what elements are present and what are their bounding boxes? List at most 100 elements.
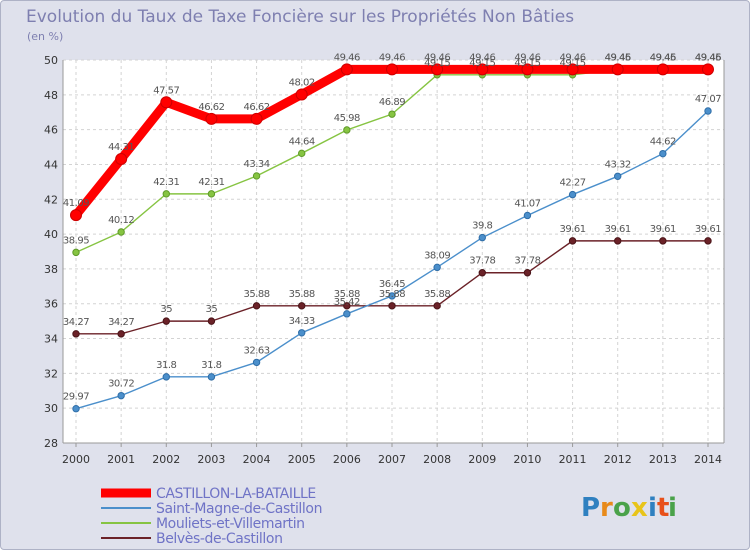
data-label: 42.27 <box>560 178 586 189</box>
data-label: 34.33 <box>289 316 315 327</box>
y-tick-label: 36 <box>44 298 58 311</box>
data-label: 40.12 <box>108 215 134 226</box>
data-label: 47.07 <box>695 94 721 105</box>
data-label: 35.88 <box>289 289 315 300</box>
data-point <box>343 310 351 318</box>
x-tick-label: 2007 <box>378 453 406 466</box>
data-label: 35 <box>160 304 172 315</box>
data-label: 49.46 <box>469 52 495 63</box>
chart-title: Evolution du Taux de Taxe Foncière sur l… <box>26 7 574 27</box>
legend-label: Mouliets-et-Villemartin <box>156 516 305 532</box>
brand-letter: P <box>581 493 600 523</box>
y-tick-label: 48 <box>44 89 58 102</box>
data-point <box>252 172 261 180</box>
data-label: 49.15 <box>424 58 450 69</box>
data-point <box>523 269 532 277</box>
data-point <box>611 63 624 76</box>
data-point <box>656 63 669 76</box>
x-tick-label: 2008 <box>423 453 451 466</box>
legend: CASTILLON-LA-BATAILLESaint-Magne-de-Cast… <box>101 486 322 547</box>
data-label: 48.02 <box>289 77 315 88</box>
data-point <box>433 263 441 272</box>
y-tick-label: 34 <box>44 333 58 346</box>
y-axis-ticks: 28 30 32 34 36 38 40 42 44 46 48 50 <box>44 54 58 450</box>
data-label: 32.63 <box>244 345 270 356</box>
y-tick-label: 42 <box>44 193 58 206</box>
brand-letter: x <box>631 493 648 523</box>
data-point <box>70 209 82 222</box>
data-label: 39.61 <box>695 224 721 235</box>
data-point <box>162 190 170 198</box>
data-point <box>614 237 622 245</box>
data-point <box>431 63 444 76</box>
data-label: 42.31 <box>153 177 179 188</box>
x-tick-label: 2013 <box>649 453 677 466</box>
data-label: 46.62 <box>244 102 270 113</box>
x-tick-label: 2010 <box>513 453 541 466</box>
x-tick-label: 2014 <box>694 453 722 466</box>
data-point <box>566 63 579 76</box>
x-tick-label: 2000 <box>62 453 90 466</box>
data-label: 39.61 <box>560 224 586 235</box>
data-label: 42.31 <box>198 177 224 188</box>
y-axis-unit: (en %) <box>27 30 63 43</box>
data-label: 44.31 <box>108 142 134 153</box>
data-label: 49.45 <box>605 53 631 64</box>
x-tick-label: 2012 <box>604 453 632 466</box>
data-point <box>659 149 667 158</box>
data-label: 36.45 <box>379 279 405 290</box>
legend-label: Belvès-de-Castillon <box>156 531 283 547</box>
data-point <box>162 373 170 381</box>
data-point <box>343 302 351 310</box>
data-label: 37.78 <box>469 256 495 267</box>
data-point <box>205 112 218 125</box>
data-label: 34.27 <box>108 317 134 328</box>
data-point <box>162 317 170 325</box>
data-label: 49.45 <box>650 53 676 64</box>
brand-letter: i <box>648 493 657 523</box>
data-point <box>568 237 577 245</box>
data-point <box>478 269 486 277</box>
data-label: 49.46 <box>560 52 586 63</box>
y-tick-label: 32 <box>44 367 58 380</box>
data-label: 39.8 <box>472 221 492 232</box>
data-point <box>72 330 80 338</box>
data-label: 49.46 <box>650 52 676 63</box>
data-label: 49.46 <box>514 52 540 63</box>
data-label: 38.95 <box>63 235 89 246</box>
data-label: 47.57 <box>153 85 179 96</box>
data-point <box>117 391 125 400</box>
x-tick-label: 2005 <box>288 453 316 466</box>
y-tick-label: 28 <box>44 437 58 450</box>
data-point <box>298 302 306 310</box>
data-label: 35.88 <box>424 289 450 300</box>
data-point <box>160 96 173 109</box>
data-label: 37.78 <box>514 256 540 267</box>
data-point <box>250 112 263 125</box>
data-label: 43.32 <box>605 159 631 170</box>
data-label: 39.61 <box>605 224 631 235</box>
data-label: 44.64 <box>289 136 315 147</box>
data-point <box>388 110 396 118</box>
data-point <box>704 237 712 245</box>
legend-label: Saint-Magne-de-Castillon <box>156 501 322 517</box>
x-tick-label: 2009 <box>468 453 496 466</box>
data-point <box>117 330 125 338</box>
plot-area <box>63 60 724 443</box>
x-tick-label: 2001 <box>107 453 135 466</box>
data-point <box>476 63 489 76</box>
data-label: 31.8 <box>201 360 221 371</box>
brand-letter: r <box>600 493 613 523</box>
data-label: 41.07 <box>514 198 540 209</box>
data-point <box>659 237 667 245</box>
data-label: 35.88 <box>244 289 270 300</box>
brand-letter: t <box>657 493 669 523</box>
data-label: 46.89 <box>379 97 405 108</box>
x-tick-label: 2006 <box>333 453 361 466</box>
y-tick-label: 30 <box>44 402 58 415</box>
data-point <box>702 63 714 76</box>
x-axis-ticks: 2000 2001 2002 2003 2004 2005 2006 2007 2008 2009… <box>62 443 722 466</box>
brand-letter: i <box>668 493 677 523</box>
data-point <box>207 317 216 325</box>
